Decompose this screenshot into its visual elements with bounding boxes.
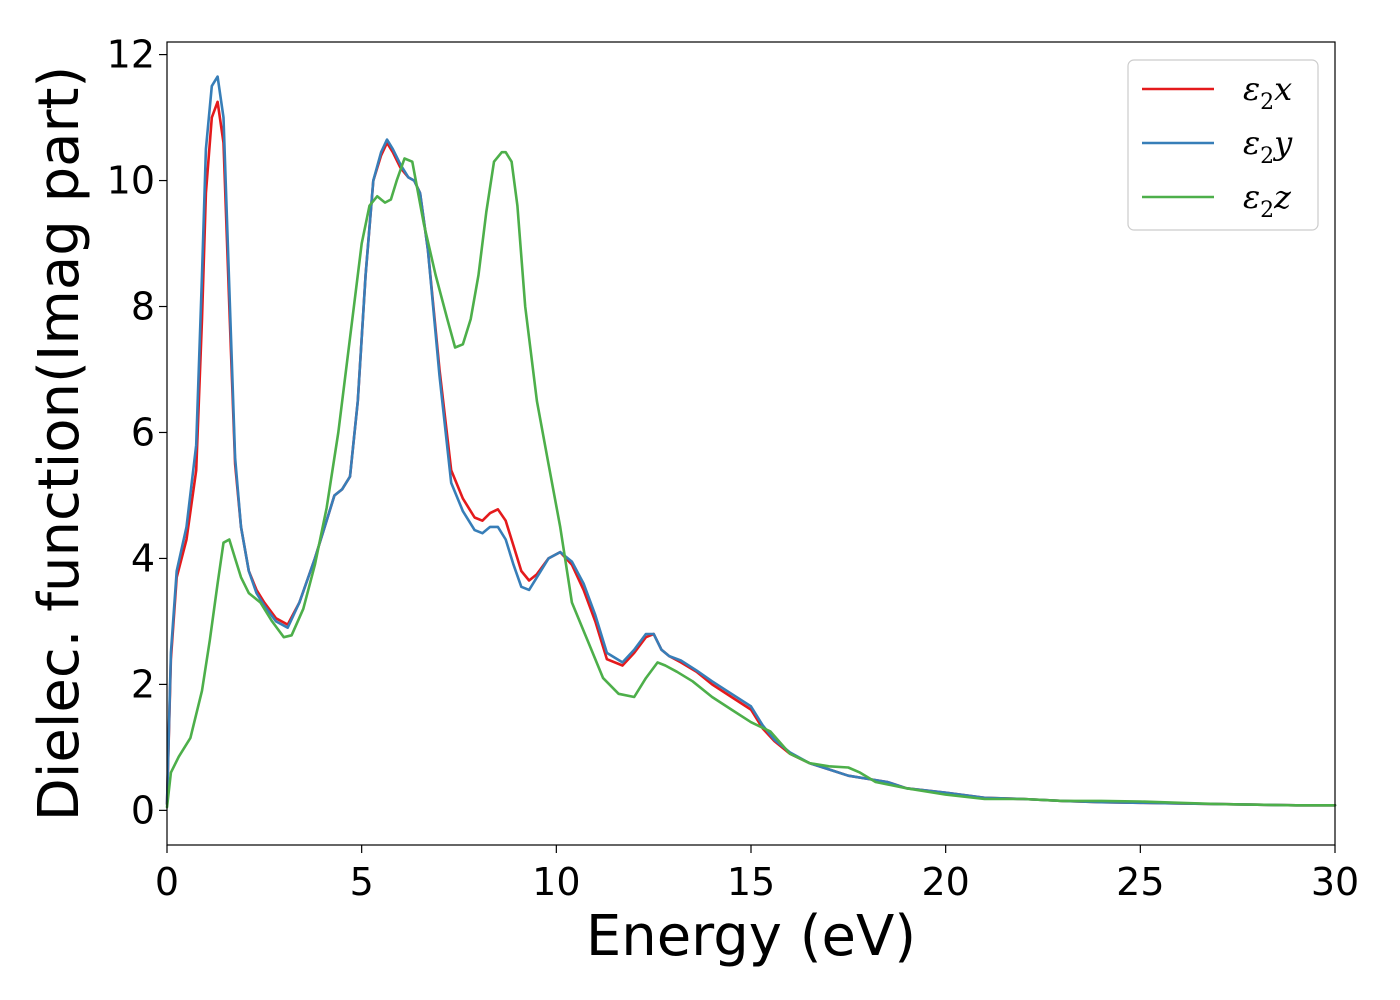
y-tick-label: 2 (131, 662, 155, 706)
x-axis: 0 5 10 15 20 25 30 (155, 845, 1359, 904)
x-tick-label: 15 (727, 860, 775, 904)
legend-label-y: ε2y (1243, 124, 1293, 169)
legend-items: ε2x ε2y ε2z (1142, 70, 1293, 223)
y-tick-label: 8 (131, 285, 155, 329)
y-axis-title: Dielec. function(Imag part) (27, 66, 92, 822)
series-line-z (165, 150, 1337, 809)
legend-label-x: ε2x (1243, 70, 1292, 115)
x-tick-label: 25 (1116, 860, 1164, 904)
x-tick-label: 10 (532, 860, 580, 904)
legend: ε2x ε2y ε2z (1127, 59, 1319, 231)
x-tick-label: 20 (921, 860, 969, 904)
series-layer (165, 75, 1337, 809)
series-line-y (165, 75, 1337, 807)
x-axis-title: Energy (eV) (586, 904, 916, 969)
y-tick-label: 4 (131, 536, 155, 580)
legend-box (1127, 59, 1319, 231)
y-axis: 0 2 4 6 8 10 12 (107, 33, 167, 832)
legend-label-z: ε2z (1243, 178, 1292, 223)
y-tick-label: 0 (131, 788, 155, 832)
x-tick-label: 0 (155, 860, 179, 904)
y-tick-label: 12 (107, 33, 155, 77)
y-tick-label: 6 (131, 410, 155, 454)
x-tick-label: 30 (1311, 860, 1359, 904)
y-tick-label: 10 (107, 159, 155, 203)
x-tick-label: 5 (350, 860, 374, 904)
